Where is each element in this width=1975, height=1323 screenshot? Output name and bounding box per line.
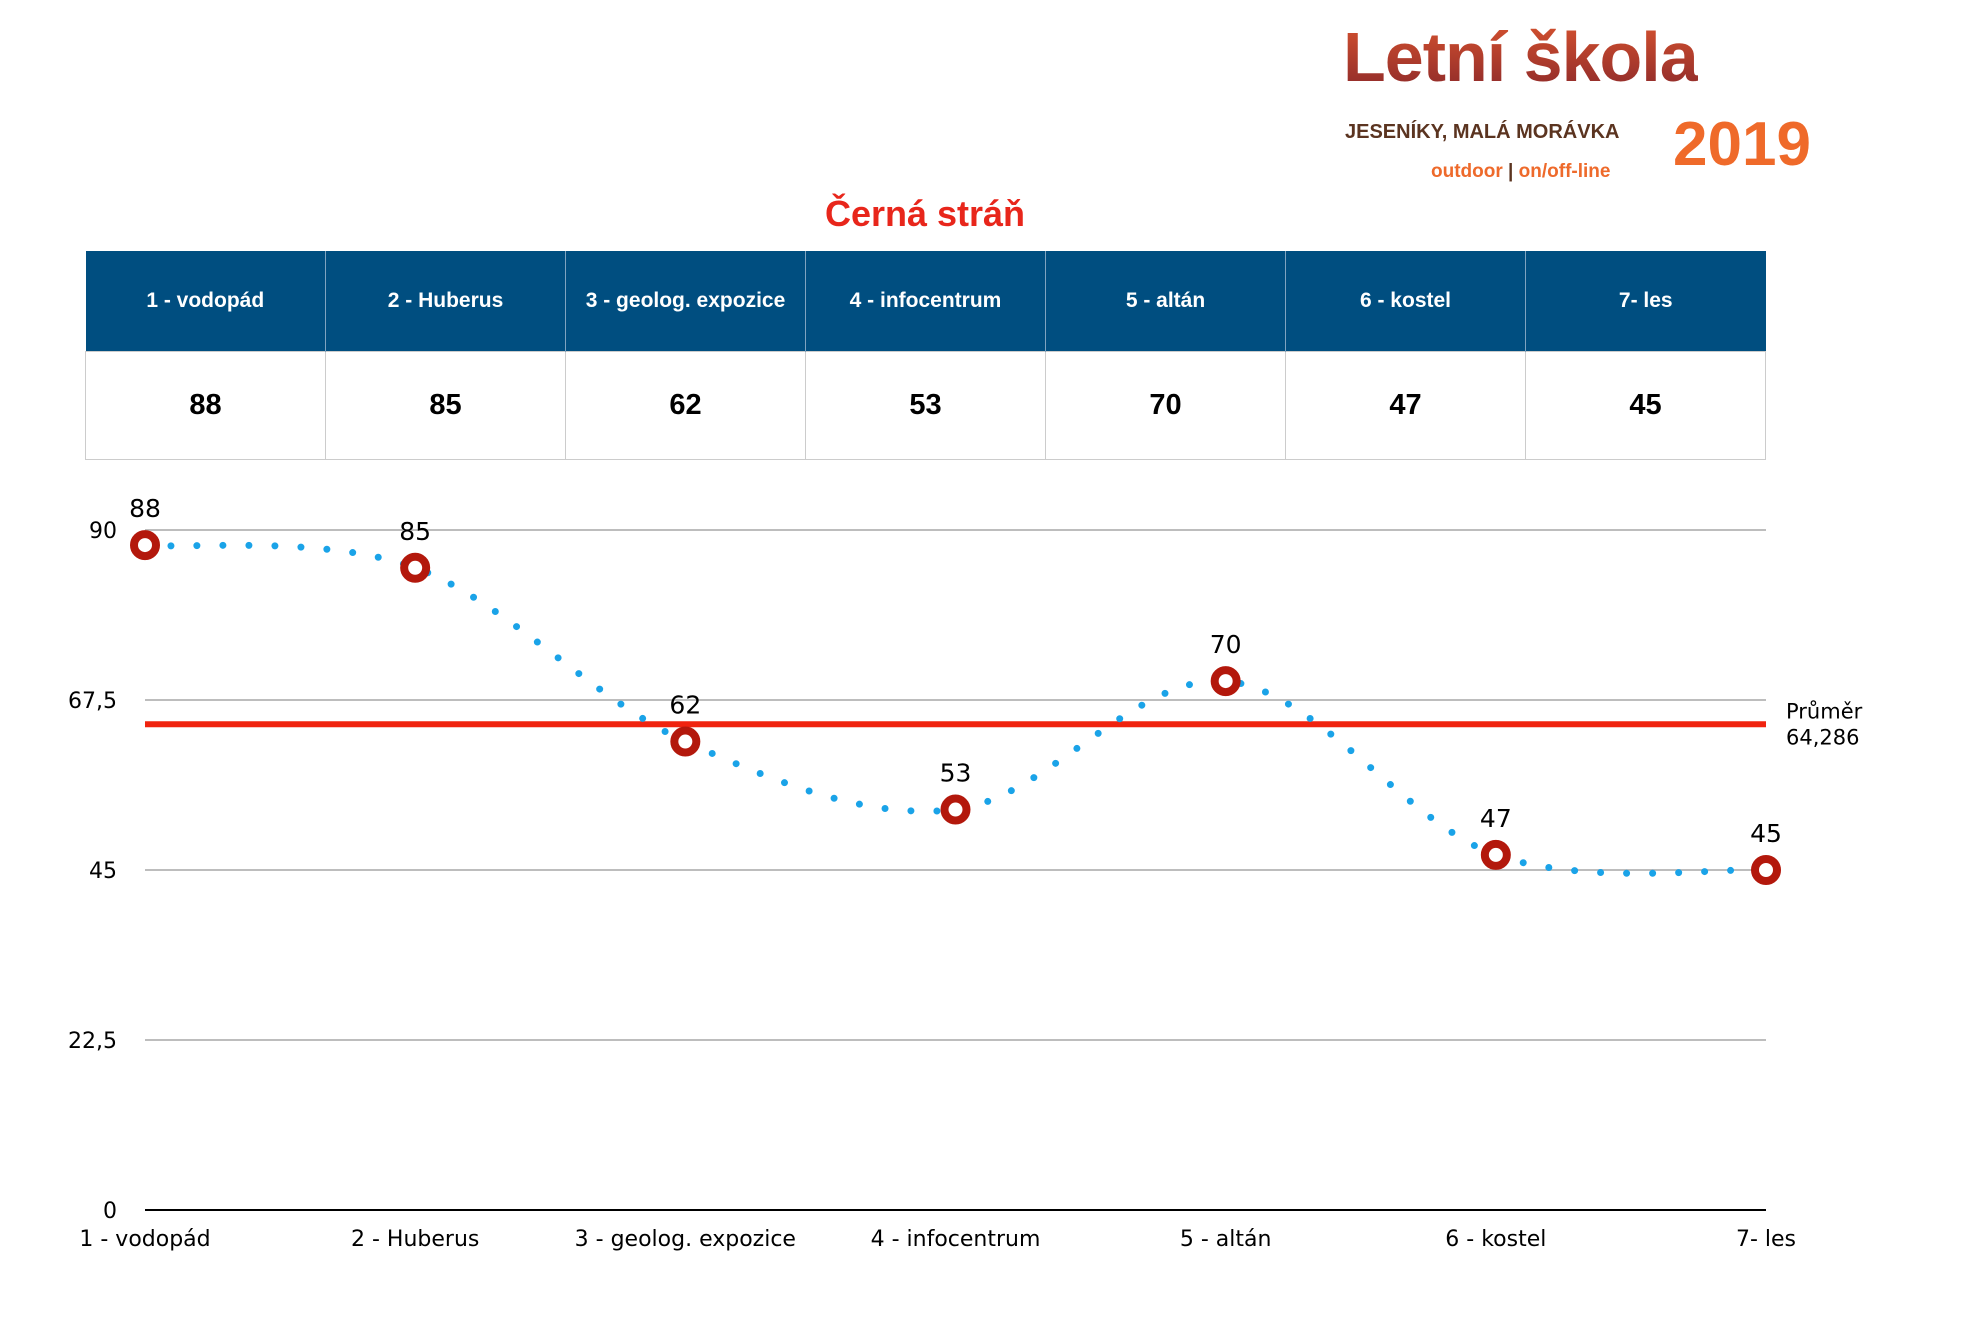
average-value: 64,286 — [1786, 725, 1859, 749]
y-tick-label: 67,5 — [68, 689, 117, 714]
data-point — [940, 794, 971, 825]
logo-tag-sep: | — [1508, 161, 1514, 182]
table-cell: 53 — [805, 351, 1046, 460]
table-header: 3 - geolog. expozice — [565, 251, 806, 352]
table-header: 7- les — [1525, 251, 1766, 352]
logo: Letní škola JESENÍKY, MALÁ MORÁVKA outdo… — [1335, 22, 1815, 202]
table-cell: 88 — [85, 351, 326, 460]
table-header: 6 - kostel — [1285, 251, 1526, 352]
logo-tag-right: on/off-line — [1518, 161, 1611, 182]
x-tick-label: 3 - geolog. expozice — [575, 1227, 796, 1252]
data-point — [1751, 855, 1781, 885]
table-cell: 70 — [1045, 351, 1286, 460]
logo-tagline: outdoor | on/off-line — [1431, 162, 1610, 181]
y-tick-label: 0 — [103, 1199, 117, 1224]
data-point — [670, 726, 701, 757]
x-tick-label: 5 - altán — [1180, 1227, 1272, 1252]
x-tick-label: 1 - vodopád — [79, 1227, 210, 1252]
data-label: 88 — [129, 494, 161, 523]
x-tick-label: 4 - infocentrum — [871, 1227, 1041, 1252]
data-point — [1210, 666, 1241, 697]
x-tick-label: 7- les — [1736, 1227, 1796, 1252]
table-header: 2 - Huberus — [325, 251, 566, 352]
table-header: 4 - infocentrum — [805, 251, 1046, 352]
data-label: 45 — [1750, 819, 1782, 848]
logo-year: 2019 — [1673, 110, 1811, 179]
table-cell: 47 — [1285, 351, 1526, 460]
table-cell: 85 — [325, 351, 566, 460]
data-label: 47 — [1480, 804, 1512, 833]
x-tick-label: 2 - Huberus — [351, 1227, 479, 1252]
data-label: 85 — [399, 517, 431, 546]
data-table: 1 - vodopád 2 - Huberus 3 - geolog. expo… — [85, 251, 1766, 460]
data-label: 53 — [940, 759, 972, 788]
y-tick-label: 45 — [89, 859, 117, 884]
table-header: 1 - vodopád — [85, 251, 326, 352]
data-point — [1480, 839, 1511, 870]
data-point — [130, 530, 160, 561]
logo-title: Letní škola — [1343, 18, 1699, 96]
table-cell: 45 — [1525, 351, 1766, 460]
data-label: 62 — [669, 691, 701, 720]
table-row: 88 85 62 53 70 47 45 — [85, 351, 1766, 460]
logo-tag-left: outdoor — [1431, 161, 1503, 182]
y-tick-label: 90 — [89, 519, 117, 544]
table-cell: 62 — [565, 351, 806, 460]
x-tick-label: 6 - kostel — [1445, 1227, 1546, 1252]
average-label: Průměr — [1786, 699, 1863, 723]
table-header: 5 - altán — [1045, 251, 1286, 352]
table-header-row: 1 - vodopád 2 - Huberus 3 - geolog. expo… — [85, 251, 1766, 352]
page-title: Černá stráň — [824, 193, 1026, 234]
data-point — [400, 552, 431, 583]
y-tick-label: 22,5 — [68, 1029, 117, 1054]
data-label: 70 — [1210, 630, 1242, 659]
logo-subtitle: JESENÍKY, MALÁ MORÁVKA — [1345, 121, 1620, 143]
